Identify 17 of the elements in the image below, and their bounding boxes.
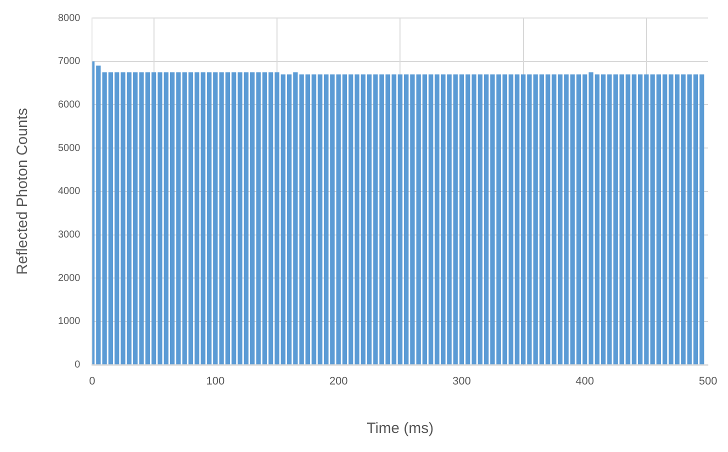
y-tick-label: 1000 [58, 316, 81, 328]
x-tick-label: 100 [206, 375, 225, 388]
y-tick-label: 3000 [58, 230, 81, 240]
y-tick-label: 8000 [58, 12, 81, 24]
x-tick-label: 0 [89, 375, 96, 388]
y-tick-label: 5000 [58, 142, 81, 154]
y-tick-label: 7000 [58, 56, 81, 68]
x-tick-label: 500 [698, 375, 718, 388]
x-tick-label: 300 [452, 375, 471, 388]
y-tick-label: 2000 [58, 272, 81, 284]
x-tick-label: 200 [329, 375, 348, 388]
x-tick-label: 400 [576, 375, 594, 388]
y-tick-label: 0 [74, 360, 81, 371]
y-axis-title: Reflected Photon Counts [14, 108, 32, 275]
x-axis-title: Time (ms) [366, 420, 434, 438]
y-tick-label: 4000 [58, 186, 81, 198]
y-tick-label: 6000 [58, 99, 81, 110]
